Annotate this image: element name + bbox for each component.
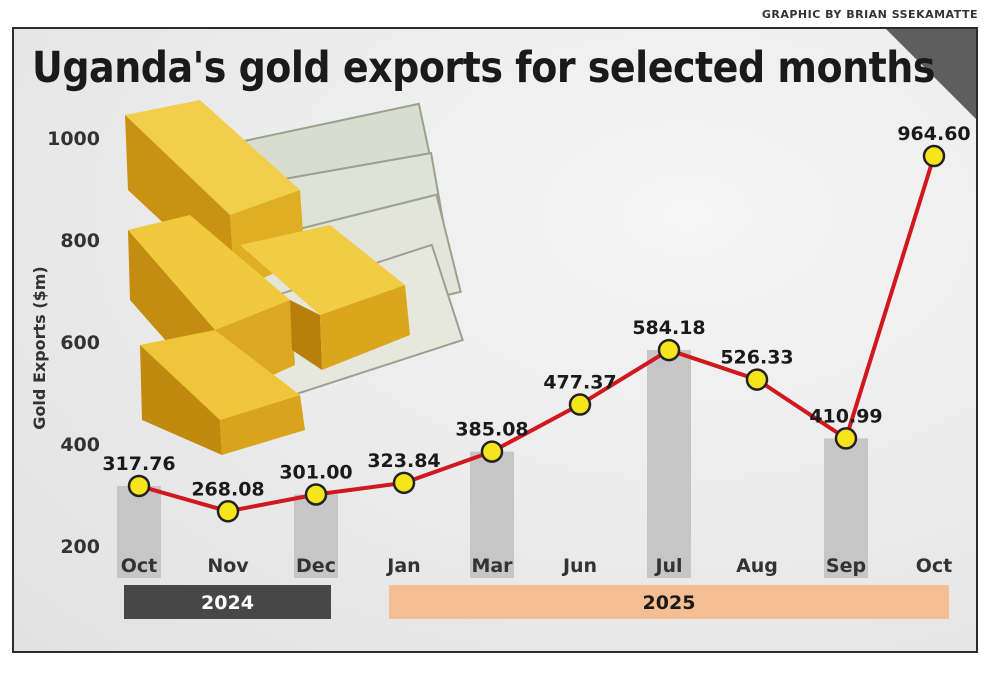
year-band-2025	[389, 585, 949, 619]
gold-bar-icon	[140, 330, 305, 455]
graphic-credit: GRAPHIC BY BRIAN SSEKAMATTE	[761, 8, 978, 21]
gold-bar-icon	[240, 225, 410, 370]
x-tick-label: Aug	[736, 555, 778, 577]
x-tick-label: Sep	[826, 555, 866, 577]
data-point-marker	[392, 471, 416, 495]
data-value-label: 584.18	[632, 317, 705, 339]
series-line	[138, 155, 936, 514]
data-point-marker	[922, 144, 946, 168]
gold-bars-and-dollars-illustration	[125, 100, 464, 455]
column-bar-dec-2	[294, 494, 338, 578]
data-value-label: 385.08	[455, 419, 528, 441]
column-bar-mar-4	[470, 451, 514, 578]
data-point-marker	[657, 338, 681, 362]
year-label-2025: 2025	[643, 592, 696, 614]
x-tick-label: Nov	[207, 555, 249, 577]
y-tick-label: 1000	[47, 128, 100, 150]
chart-title: Uganda's gold exports for selected month…	[32, 43, 935, 93]
data-point-marker	[127, 474, 151, 498]
x-tick-label: Jan	[385, 555, 420, 577]
x-tick-label: Jun	[561, 555, 597, 577]
year-label-2024: 2024	[201, 592, 254, 614]
data-value-label: 317.76	[102, 453, 175, 475]
y-axis-label: Gold Exports ($m)	[30, 266, 49, 429]
y-tick-label: 200	[60, 536, 100, 558]
data-point-marker	[834, 427, 858, 450]
column-bar-sep-8	[824, 438, 868, 578]
data-value-label: 301.00	[279, 461, 352, 483]
data-value-label: 477.37	[543, 372, 616, 394]
y-tick-label: 600	[60, 332, 100, 354]
data-point-marker	[216, 500, 240, 523]
x-tick-label: Oct	[916, 555, 953, 577]
corner-decoration	[886, 29, 976, 119]
data-point-marker	[568, 393, 592, 416]
y-tick-label: 800	[60, 230, 100, 252]
data-value-label: 323.84	[367, 450, 440, 472]
x-tick-label: Jul	[653, 555, 682, 577]
data-point-marker	[480, 440, 504, 463]
y-tick-label: 400	[60, 434, 100, 456]
column-bar-oct-0	[117, 485, 161, 578]
x-tick-label: Oct	[121, 555, 158, 577]
data-value-label: 964.60	[897, 123, 970, 145]
data-value-label: 410.99	[809, 405, 882, 427]
x-tick-label: Mar	[471, 555, 513, 577]
data-point-marker	[745, 368, 769, 391]
column-bar-jul-6	[647, 350, 691, 578]
year-band-2024	[124, 585, 331, 619]
data-point-marker	[304, 483, 328, 506]
data-value-label: 526.33	[720, 347, 793, 369]
x-tick-label: Dec	[296, 555, 336, 577]
data-value-label: 268.08	[191, 478, 264, 500]
